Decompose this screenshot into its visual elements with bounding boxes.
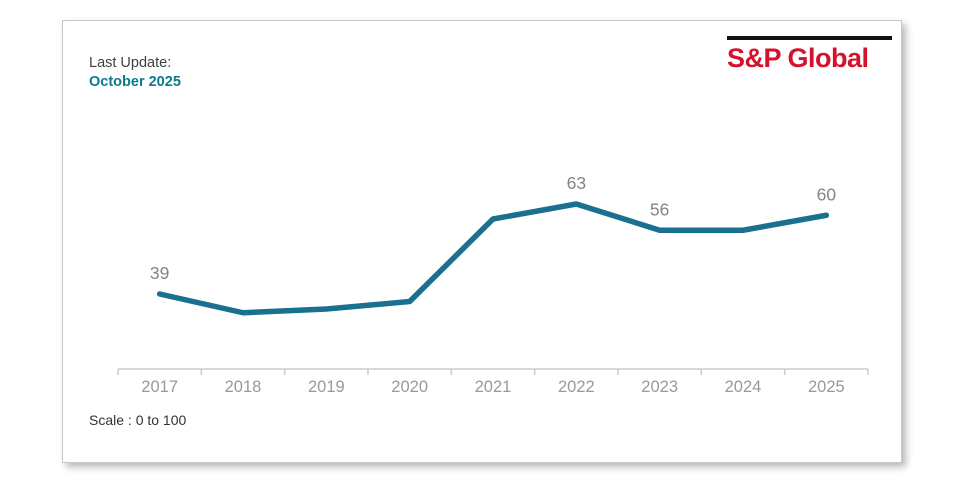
last-update-label: Last Update: (89, 55, 172, 71)
logo-top-bar (727, 36, 892, 40)
x-axis-label: 2022 (558, 378, 595, 396)
x-axis-label: 2017 (141, 378, 178, 396)
x-axis-label: 2024 (725, 378, 762, 396)
x-axis-label: 2023 (641, 378, 678, 396)
trend-line (156, 201, 830, 316)
data-label: 60 (817, 184, 837, 204)
x-axis-label: 2025 (808, 378, 845, 396)
chart-card: Last Update: October 2025 S&P Global 201… (62, 20, 902, 463)
x-axis-label: 2018 (225, 378, 262, 396)
x-axis (117, 368, 869, 375)
scale-note: Scale : 0 to 100 (89, 412, 187, 428)
data-label: 39 (150, 263, 169, 283)
x-axis-labels: 2017 2018 2019 2020 2021 2022 2023 2024 2025 (141, 378, 844, 396)
data-labels: 39 63 56 60 (150, 173, 836, 283)
data-label: 63 (567, 173, 586, 193)
data-label: 56 (650, 199, 669, 219)
trend-chart: 2017 2018 2019 2020 2021 2022 2023 2024 2025 39 6… (117, 173, 869, 396)
x-axis-label: 2019 (308, 378, 345, 396)
logo-text: S&P Global (727, 43, 869, 73)
last-update: Last Update: October 2025 (89, 54, 181, 92)
last-update-value: October 2025 (89, 74, 181, 90)
x-axis-label: 2021 (475, 378, 512, 396)
sp-global-logo: S&P Global (727, 36, 892, 74)
x-axis-label: 2020 (391, 378, 428, 396)
